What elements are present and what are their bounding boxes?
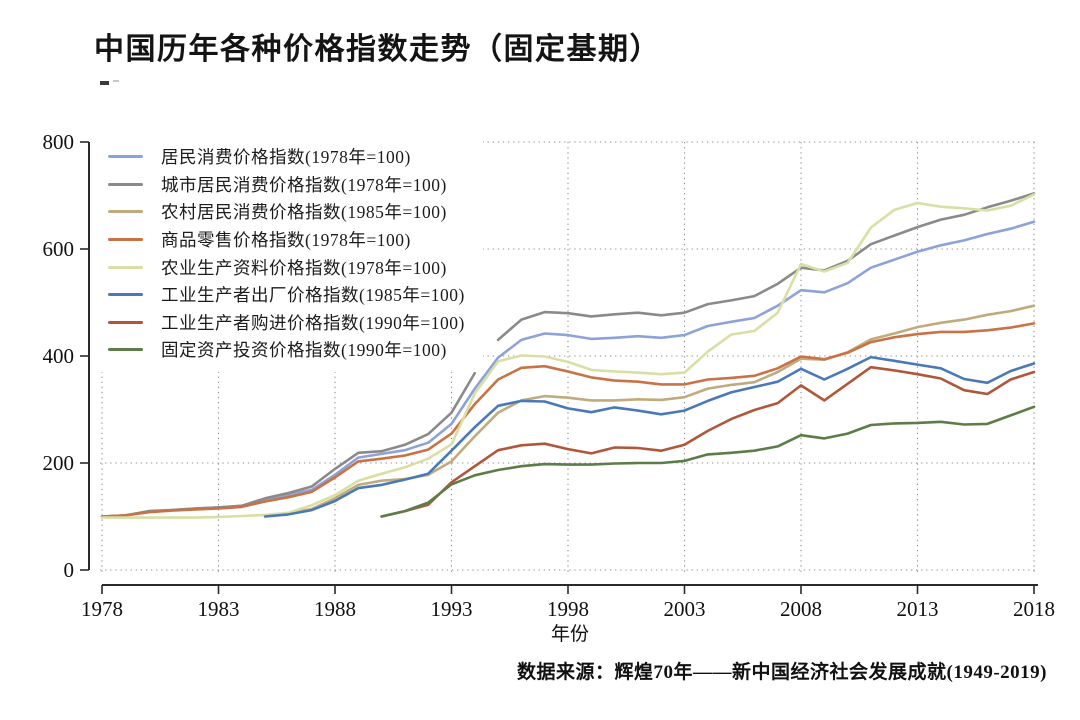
x-tick-label-1993: 1993 [431,597,473,621]
legend-item-4: 农业生产资料价格指数(1978年=100) [108,253,465,281]
data-source-note: 数据来源：辉煌70年——新中国经济社会发展成就(1949-2019) [517,662,1047,683]
y-tick-label-200: 200 [43,451,75,475]
x-tick-label-2013: 2013 [897,597,939,621]
series-line-7 [380,405,1036,518]
legend-label: 固定资产投资价格指数(1990年=100) [161,340,447,361]
series-line-1 [496,192,1036,342]
page-title: 中国历年各种价格指数走势（固定基期） [94,33,661,66]
legend-line-swatch [108,320,143,324]
legend-line-swatch [108,238,143,242]
legend-line-swatch [108,265,143,269]
x-tick-label-1988: 1988 [314,597,356,621]
y-tick-label-800: 800 [43,130,75,154]
legend-label: 农村居民消费价格指数(1985年=100) [161,202,447,223]
axes [80,141,1038,594]
x-axis-title: 年份 [550,624,589,645]
subtitle-artifact-mark [100,81,109,85]
axis-tick-labels: 0 200 400 600 800 1978 1983 1988 1993 1998 2003 200… [43,130,1056,621]
series-line-3 [100,322,1036,518]
legend-label: 工业生产者购进价格指数(1990年=100) [161,312,465,333]
legend-label: 工业生产者出厂价格指数(1985年=100) [161,285,465,306]
x-tick-label-1978: 1978 [81,597,123,621]
x-tick-label-2018: 2018 [1013,597,1055,621]
y-tick-label-400: 400 [43,344,75,368]
chart-legend: 居民消费价格指数(1978年=100) 城市居民消费价格指数(1978年=100)… [96,139,483,372]
legend-item-1: 城市居民消费价格指数(1978年=100) [108,171,465,199]
series-line-6 [380,365,1036,518]
legend-label: 商品零售价格指数(1978年=100) [161,230,411,251]
legend-line-swatch [108,293,143,297]
legend-item-5: 工业生产者出厂价格指数(1985年=100) [108,281,465,309]
legend-item-3: 商品零售价格指数(1978年=100) [108,226,465,254]
series-line-4 [100,193,1036,519]
x-tick-label-1998: 1998 [547,597,589,621]
series-line-5 [263,355,1036,518]
subtitle-artifact-mark-light [113,80,119,82]
legend-line-swatch [108,155,143,159]
legend-item-7: 固定资产投资价格指数(1990年=100) [108,336,465,364]
x-tick-label-1983: 1983 [198,597,240,621]
legend-line-swatch [108,348,143,352]
x-tick-label-2003: 2003 [664,597,706,621]
legend-item-0: 居民消费价格指数(1978年=100) [108,143,465,171]
x-tick-label-2008: 2008 [780,597,822,621]
series-line-2 [263,304,1036,518]
legend-line-swatch [108,182,143,186]
legend-label: 城市居民消费价格指数(1978年=100) [161,174,447,195]
legend-label: 农业生产资料价格指数(1978年=100) [161,257,447,278]
y-tick-label-0: 0 [64,558,75,582]
y-tick-label-600: 600 [43,237,75,261]
legend-label: 居民消费价格指数(1978年=100) [161,147,411,168]
data-series-lines [100,192,1036,519]
legend-line-swatch [108,210,143,214]
legend-item-6: 工业生产者购进价格指数(1990年=100) [108,309,465,337]
legend-item-2: 农村居民消费价格指数(1985年=100) [108,198,465,226]
